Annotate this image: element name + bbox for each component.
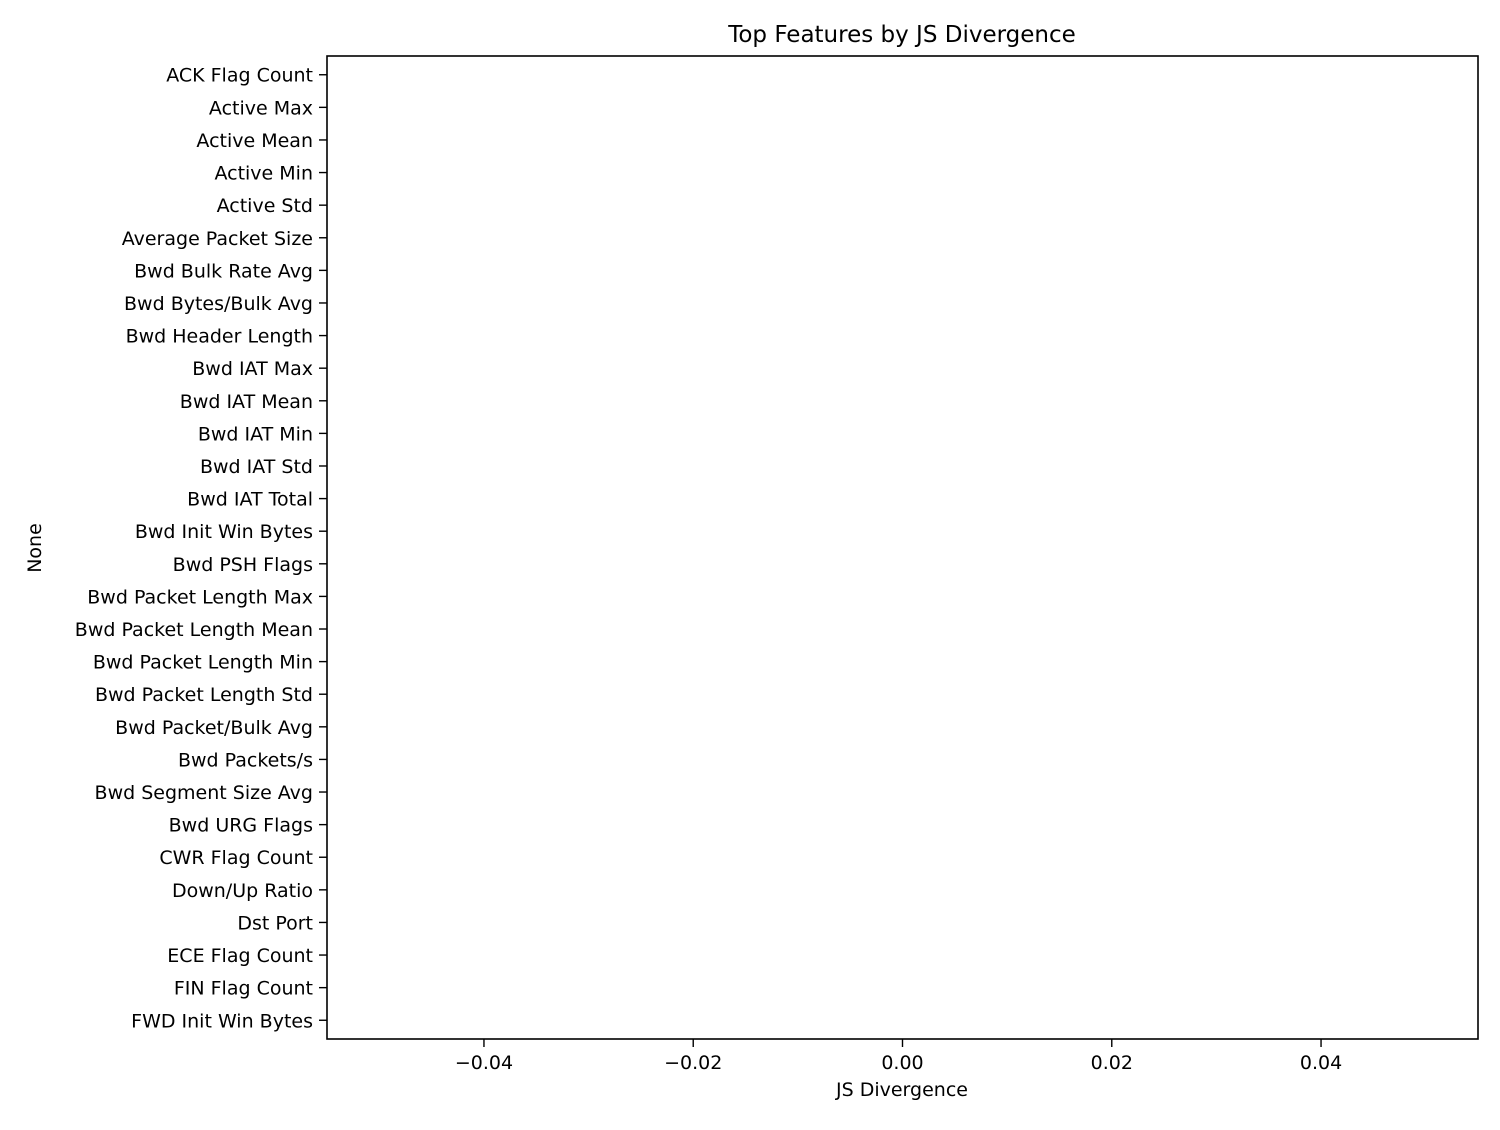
y-tick-label: Bwd IAT Std (200, 456, 313, 478)
y-tick-label: CWR Flag Count (159, 847, 313, 869)
y-tick-label: Bwd PSH Flags (173, 554, 313, 576)
y-tick-label: Bwd Bulk Rate Avg (134, 260, 313, 282)
x-tick-label: −0.02 (664, 1052, 722, 1074)
y-tick-label: Bwd Init Win Bytes (135, 521, 313, 543)
y-tick-label: Active Max (209, 97, 313, 119)
y-tick-label: Average Packet Size (122, 228, 313, 250)
y-axis-title: None (24, 523, 46, 573)
y-tick-label: FWD Init Win Bytes (131, 1010, 313, 1032)
chart-title: Top Features by JS Divergence (727, 22, 1076, 48)
x-axis-ticks: −0.04 −0.02 0.00 0.02 0.04 (455, 1039, 1342, 1074)
y-tick-label: Active Std (217, 195, 313, 217)
x-axis-title: JS Divergence (835, 1079, 968, 1101)
y-tick-label: Bwd URG Flags (169, 815, 313, 837)
y-tick-label: Bwd IAT Max (192, 358, 313, 380)
x-tick-label: 0.04 (1300, 1052, 1342, 1074)
y-tick-label: Active Mean (196, 130, 313, 152)
y-tick-label: FIN Flag Count (174, 978, 313, 1000)
y-tick-label: Bwd Segment Size Avg (95, 782, 313, 804)
y-tick-label: Dst Port (237, 912, 313, 934)
y-tick-label: ACK Flag Count (166, 65, 313, 87)
y-tick-label: Bwd IAT Total (187, 489, 313, 511)
y-tick-label: Down/Up Ratio (172, 880, 313, 902)
y-tick-label: Bwd Bytes/Bulk Avg (124, 293, 313, 315)
y-tick-label: Bwd IAT Mean (180, 391, 313, 413)
x-tick-label: 0.02 (1091, 1052, 1133, 1074)
y-tick-label: Bwd Packets/s (178, 749, 313, 771)
y-axis-ticks: ACK Flag Count Active Max Active Mean Activ… (75, 65, 327, 1032)
y-tick-label: Bwd Packet/Bulk Avg (115, 717, 313, 739)
y-tick-label: Active Min (214, 163, 313, 185)
y-tick-label: Bwd IAT Min (198, 423, 313, 445)
y-tick-label: ECE Flag Count (167, 945, 313, 967)
x-tick-label: 0.00 (881, 1052, 923, 1074)
y-tick-label: Bwd Packet Length Mean (75, 619, 313, 641)
x-tick-label: −0.04 (455, 1052, 513, 1074)
y-tick-label: Bwd Packet Length Max (87, 586, 313, 608)
y-tick-label: Bwd Packet Length Min (93, 652, 313, 674)
y-tick-label: Bwd Header Length (126, 326, 313, 348)
y-tick-label: Bwd Packet Length Std (95, 684, 313, 706)
plot-frame (326, 55, 1479, 1040)
